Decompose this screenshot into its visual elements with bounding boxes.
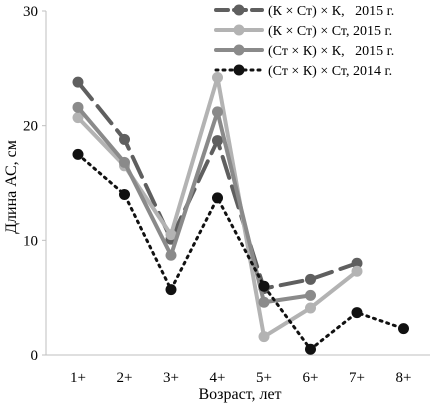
y-tick-label: 10 bbox=[23, 233, 38, 249]
legend-label: (Ст × К) × К, 2015 г. bbox=[268, 44, 394, 59]
legend: (К × Ст) × К, 2015 г. (К × Ст) × Ст, 2015… bbox=[214, 4, 394, 79]
data-point bbox=[305, 343, 316, 355]
data-point bbox=[212, 135, 223, 147]
series-3 bbox=[72, 101, 316, 308]
data-point bbox=[165, 249, 177, 261]
y-tick-label: 30 bbox=[23, 4, 38, 20]
data-point bbox=[258, 280, 270, 292]
x-tick-label: 1+ bbox=[70, 370, 86, 386]
data-point bbox=[119, 156, 130, 168]
data-point bbox=[72, 76, 84, 88]
series-layer bbox=[72, 72, 409, 355]
x-tick-label: 5+ bbox=[256, 370, 272, 386]
data-point bbox=[351, 307, 363, 319]
data-point bbox=[119, 188, 130, 200]
series-4 bbox=[72, 148, 409, 355]
data-point bbox=[119, 133, 130, 145]
legend-label: (К × Ст) × Ст, 2015 г. bbox=[268, 24, 392, 39]
legend-item: (Ст × К) × Ст, 2014 г. bbox=[214, 64, 392, 79]
x-tick-label: 7+ bbox=[349, 370, 365, 386]
legend-swatch-marker bbox=[233, 44, 245, 56]
data-point bbox=[212, 72, 223, 84]
data-point bbox=[72, 148, 84, 160]
data-point bbox=[305, 302, 316, 314]
data-point bbox=[351, 265, 363, 277]
series-line bbox=[76, 152, 405, 351]
x-tick-label: 2+ bbox=[117, 370, 133, 386]
legend-swatch-marker bbox=[233, 64, 245, 76]
y-tick-label: 20 bbox=[23, 119, 38, 135]
legend-item: (Ст × К) × К, 2015 г. bbox=[214, 44, 394, 59]
legend-swatch-marker bbox=[233, 4, 245, 16]
data-point bbox=[398, 323, 409, 335]
legend-item: (К × Ст) × Ст, 2015 г. bbox=[214, 24, 392, 39]
x-axis-label: Возраст, лет bbox=[198, 386, 281, 403]
x-tick-label: 8+ bbox=[396, 370, 412, 386]
data-point bbox=[258, 331, 270, 343]
y-axis-label: Длина АС, см bbox=[3, 140, 20, 234]
data-point bbox=[212, 192, 223, 204]
legend-label: (Ст × К) × Ст, 2014 г. bbox=[268, 64, 392, 79]
data-point bbox=[305, 289, 316, 301]
data-point bbox=[72, 101, 84, 113]
series-line bbox=[76, 105, 313, 305]
data-point bbox=[258, 296, 270, 308]
legend-swatch-marker bbox=[233, 24, 245, 36]
x-tick-label: 4+ bbox=[210, 370, 226, 386]
y-tick-label: 0 bbox=[31, 348, 39, 364]
axes: 0 10 20 30 1+ 2+ 3+ 4+ 5+ 6+ 7+ 8+ bbox=[23, 4, 430, 386]
data-point bbox=[305, 273, 316, 285]
data-point bbox=[351, 257, 363, 269]
legend-label: (К × Ст) × К, 2015 г. bbox=[268, 4, 394, 19]
x-tick-label: 3+ bbox=[163, 370, 179, 386]
legend-item: (К × Ст) × К, 2015 г. bbox=[214, 4, 394, 19]
data-point bbox=[165, 284, 177, 296]
data-point bbox=[72, 112, 84, 124]
data-point bbox=[165, 229, 177, 241]
data-point bbox=[212, 106, 223, 118]
x-tick-label: 6+ bbox=[303, 370, 319, 386]
